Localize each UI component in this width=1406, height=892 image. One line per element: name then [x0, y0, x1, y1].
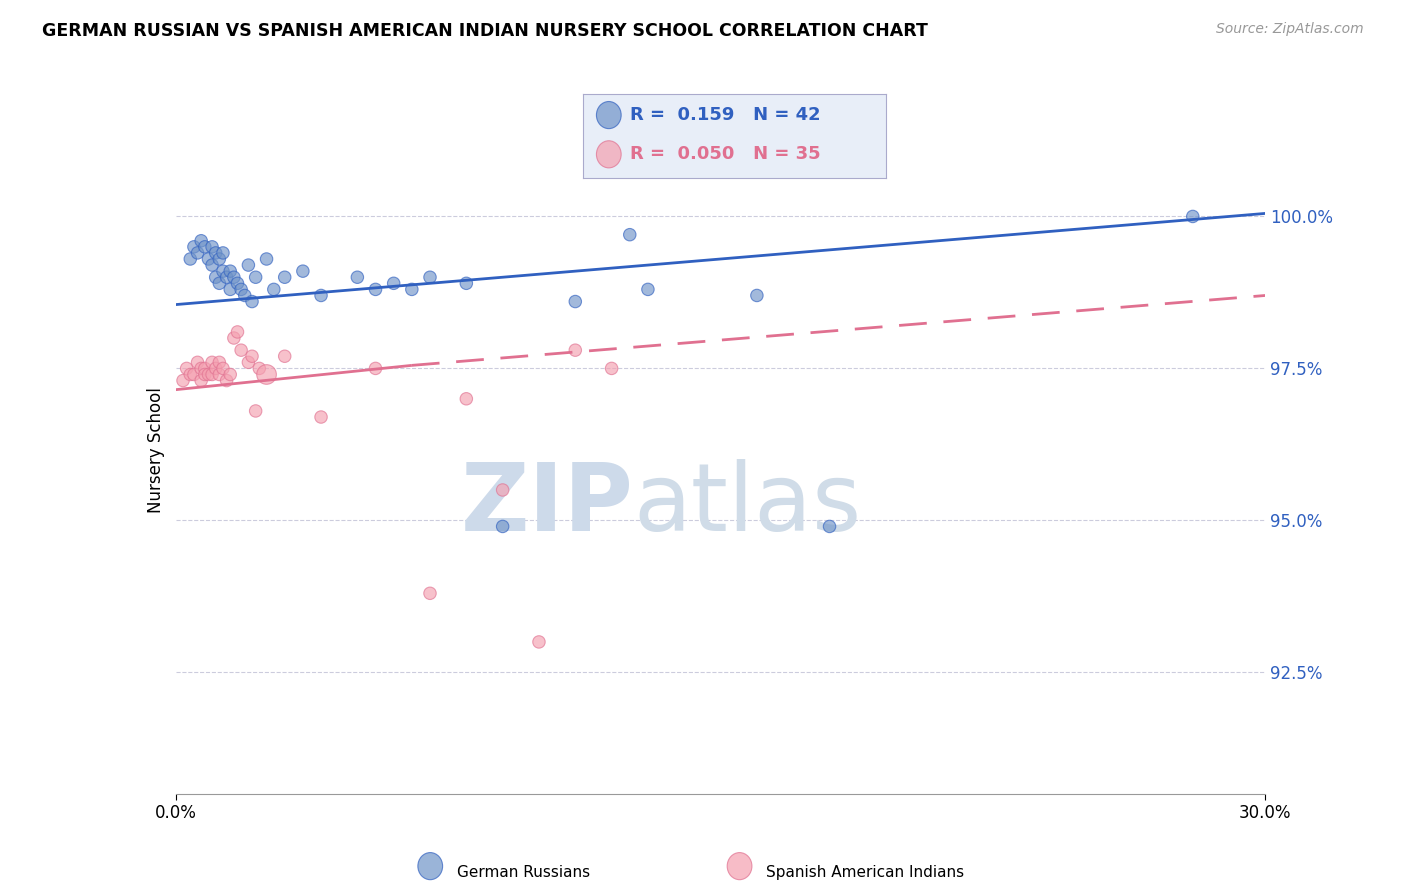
Point [208, 368, 231, 382]
Point [197, 368, 219, 382]
Point [564, 343, 586, 358]
Text: German Russians: German Russians [457, 865, 591, 880]
Point [745, 288, 768, 302]
Point [456, 277, 478, 291]
Point [309, 410, 332, 425]
Point [492, 519, 515, 533]
Point [190, 234, 212, 248]
Text: atlas: atlas [633, 459, 862, 551]
Point [274, 349, 297, 363]
Point [818, 519, 841, 533]
Point [215, 374, 238, 388]
Point [619, 227, 641, 242]
Text: Spanish American Indians: Spanish American Indians [766, 865, 965, 880]
Point [492, 483, 515, 497]
Point [219, 368, 242, 382]
Circle shape [596, 102, 621, 128]
Point [263, 282, 285, 296]
Point [419, 586, 441, 600]
Point [231, 343, 253, 358]
Point [183, 368, 205, 382]
Point [309, 288, 332, 302]
Y-axis label: Nursery School: Nursery School [146, 387, 165, 514]
Point [194, 361, 217, 376]
Point [527, 635, 550, 649]
Point [219, 282, 242, 296]
Point [238, 355, 260, 369]
Point [204, 270, 226, 285]
Text: Source: ZipAtlas.com: Source: ZipAtlas.com [1216, 22, 1364, 37]
Point [256, 252, 278, 266]
Point [600, 361, 623, 376]
Point [212, 246, 235, 260]
Point [222, 331, 245, 345]
Point [346, 270, 368, 285]
Point [256, 368, 278, 382]
Point [382, 277, 405, 291]
Point [222, 270, 245, 285]
Point [208, 252, 231, 266]
Point [179, 368, 201, 382]
Point [226, 277, 249, 291]
Point [238, 258, 260, 272]
Point [219, 264, 242, 278]
Point [204, 246, 226, 260]
Circle shape [596, 141, 621, 168]
Point [364, 282, 387, 296]
Point [564, 294, 586, 309]
Point [215, 270, 238, 285]
Point [240, 349, 263, 363]
Point [194, 368, 217, 382]
Point [197, 252, 219, 266]
Point [201, 355, 224, 369]
Point [190, 361, 212, 376]
Point [247, 361, 270, 376]
Point [231, 282, 253, 296]
Point [291, 264, 314, 278]
Point [637, 282, 659, 296]
Point [186, 355, 209, 369]
Point [176, 361, 198, 376]
Point [186, 246, 209, 260]
Point [194, 240, 217, 254]
Point [226, 325, 249, 339]
Point [172, 374, 194, 388]
Point [183, 240, 205, 254]
Point [401, 282, 423, 296]
Text: ZIP: ZIP [461, 459, 633, 551]
Point [1181, 210, 1204, 224]
Point [364, 361, 387, 376]
Text: R =  0.050   N = 35: R = 0.050 N = 35 [630, 145, 821, 163]
Point [208, 355, 231, 369]
Point [179, 252, 201, 266]
Point [204, 361, 226, 376]
Point [201, 240, 224, 254]
Text: GERMAN RUSSIAN VS SPANISH AMERICAN INDIAN NURSERY SCHOOL CORRELATION CHART: GERMAN RUSSIAN VS SPANISH AMERICAN INDIA… [42, 22, 928, 40]
Point [212, 264, 235, 278]
Circle shape [418, 853, 443, 880]
Point [208, 277, 231, 291]
Point [245, 404, 267, 418]
Point [456, 392, 478, 406]
Circle shape [727, 853, 752, 880]
Text: R =  0.159   N = 42: R = 0.159 N = 42 [630, 106, 821, 124]
Point [245, 270, 267, 285]
Point [212, 361, 235, 376]
Point [190, 374, 212, 388]
Point [274, 270, 297, 285]
Point [201, 368, 224, 382]
Point [201, 258, 224, 272]
Point [240, 294, 263, 309]
Point [419, 270, 441, 285]
Point [233, 288, 256, 302]
